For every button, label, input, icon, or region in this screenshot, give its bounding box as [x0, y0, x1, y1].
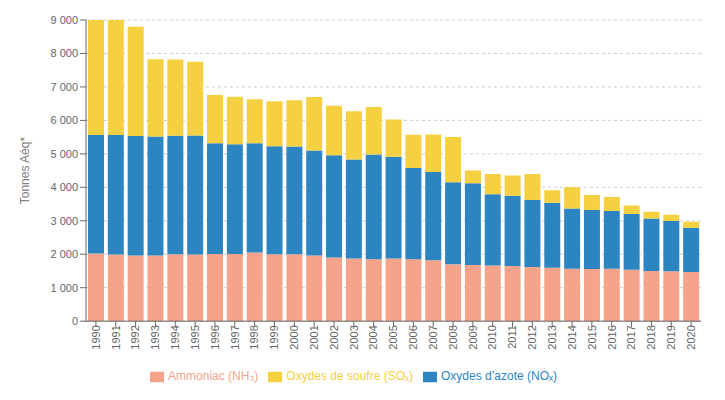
html-text:Oxydes d’azote (NOₓ): Oxydes d’azote (NOₓ) [441, 369, 557, 384]
svg-text:2014: 2014 [566, 325, 578, 349]
svg-text:1998: 1998 [248, 325, 260, 349]
svg-text:2 000: 2 000 [50, 248, 78, 260]
svg-text:2015: 2015 [586, 325, 598, 349]
svg-text:1 000: 1 000 [50, 282, 78, 294]
svg-text:2017: 2017 [625, 325, 637, 349]
svg-text:1994: 1994 [169, 325, 181, 349]
svg-text:2008: 2008 [447, 325, 459, 349]
html-text:Oxydes de soufre (SOₓ): Oxydes de soufre (SOₓ) [286, 369, 413, 384]
svg-text:2019: 2019 [665, 325, 677, 349]
svg-text:2001: 2001 [308, 325, 320, 349]
svg-text:2012: 2012 [526, 325, 538, 349]
svg-text:1999: 1999 [268, 325, 280, 349]
svg-text:1995: 1995 [189, 325, 201, 349]
svg-text:3 000: 3 000 [50, 215, 78, 227]
svg-text:2011: 2011 [506, 325, 518, 349]
svg-text:2005: 2005 [387, 325, 399, 349]
svg-text:Tonnes Aéq*: Tonnes Aéq* [18, 137, 32, 205]
svg-text:2000: 2000 [288, 325, 300, 349]
svg-text:2009: 2009 [467, 325, 479, 349]
svg-text:1993: 1993 [149, 325, 161, 349]
svg-text:9 000: 9 000 [50, 14, 78, 26]
svg-text:8 000: 8 000 [50, 47, 78, 59]
svg-text:2004: 2004 [367, 325, 379, 349]
svg-text:2006: 2006 [407, 325, 419, 349]
svg-text:4 000: 4 000 [50, 181, 78, 193]
svg-text:2013: 2013 [546, 325, 558, 349]
svg-text:1991: 1991 [110, 325, 122, 349]
svg-text:0: 0 [72, 315, 78, 327]
svg-text:2020: 2020 [685, 325, 697, 349]
html-text:Ammoniac (NH₃): Ammoniac (NH₃) [168, 369, 259, 384]
svg-text:1992: 1992 [129, 325, 141, 349]
svg-text:7 000: 7 000 [50, 81, 78, 93]
svg-text:6 000: 6 000 [50, 114, 78, 126]
svg-text:1996: 1996 [209, 325, 221, 349]
svg-text:2016: 2016 [606, 325, 618, 349]
svg-text:2002: 2002 [328, 325, 340, 349]
svg-text:1997: 1997 [229, 325, 241, 349]
svg-text:2003: 2003 [348, 325, 360, 349]
svg-text:2007: 2007 [427, 325, 439, 349]
svg-text:5 000: 5 000 [50, 148, 78, 160]
svg-text:2018: 2018 [645, 325, 657, 349]
svg-text:1990: 1990 [90, 325, 102, 349]
svg-text:2010: 2010 [487, 325, 499, 349]
